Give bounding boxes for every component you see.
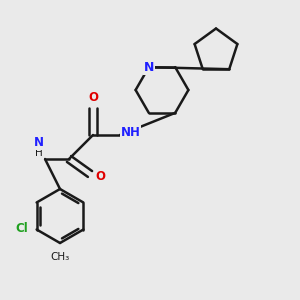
Text: Cl: Cl (15, 221, 28, 235)
Text: N: N (144, 61, 154, 74)
Text: NH: NH (121, 125, 140, 139)
Text: O: O (95, 170, 106, 184)
Text: O: O (88, 91, 98, 104)
Text: N: N (34, 136, 44, 149)
Text: H: H (35, 148, 43, 158)
Text: CH₃: CH₃ (50, 251, 70, 262)
